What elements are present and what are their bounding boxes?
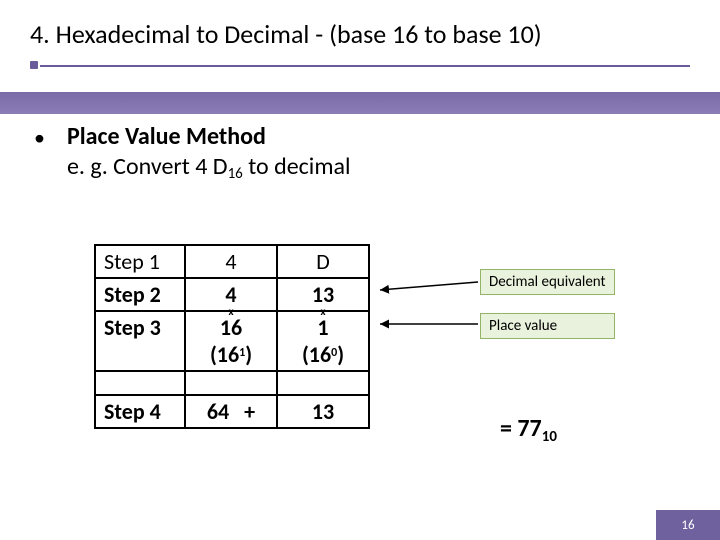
step-label: Step 1 — [95, 245, 185, 278]
title-rule — [30, 64, 690, 68]
page-number: 16 — [656, 510, 720, 540]
cell: 4 — [185, 245, 277, 278]
step-label: Step 3 — [95, 311, 185, 371]
cell: 64 + — [185, 395, 277, 428]
example-subscript: 16 — [228, 165, 243, 183]
table-row-gap — [95, 371, 369, 395]
cell: 13 — [277, 395, 369, 428]
cell-empty — [185, 371, 277, 395]
cell-empty — [95, 371, 185, 395]
method-heading: Place Value Method — [67, 122, 266, 151]
cell: x 1 (160) — [277, 311, 369, 371]
step-label: Step 4 — [95, 395, 185, 428]
cell-empty — [277, 371, 369, 395]
result: = 7710 — [500, 414, 557, 443]
method-text: Place Value Method e. g. Convert 4 D16 t… — [67, 122, 351, 185]
steps-table: Step 1 4 D Step 2 4 13 Step 3 x 16 (161)… — [94, 244, 370, 429]
step-label: Step 2 — [95, 278, 185, 311]
accent-band — [0, 92, 720, 114]
steps-table-wrap: Step 1 4 D Step 2 4 13 Step 3 x 16 (161)… — [94, 244, 370, 429]
bullet-marker: • — [34, 122, 45, 185]
label-place-value: Place value — [480, 313, 615, 339]
table-row: Step 1 4 D — [95, 245, 369, 278]
example-prefix: e. g. Convert 4 D — [67, 152, 228, 181]
table-row: Step 4 64 + 13 — [95, 395, 369, 428]
cell: x 16 (161) — [185, 311, 277, 371]
example-suffix: to decimal — [243, 152, 351, 181]
slide-title: 4. Hexadecimal to Decimal - (base 16 to … — [30, 18, 690, 50]
label-decimal-equivalent: Decimal equivalent — [480, 269, 615, 295]
multiply-mark: x — [228, 305, 233, 318]
cell: D — [277, 245, 369, 278]
multiply-mark: x — [320, 305, 325, 318]
